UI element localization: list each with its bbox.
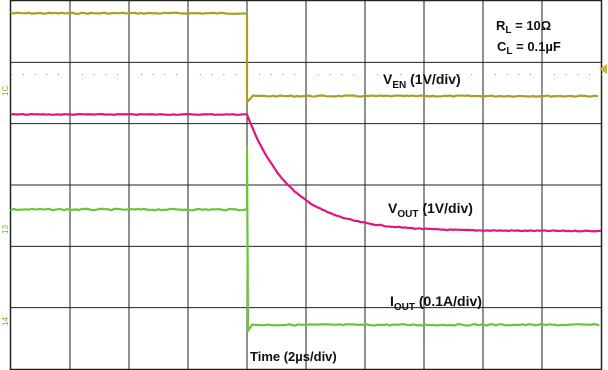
grid-minor-tick — [365, 74, 366, 76]
ven-trace — [9, 11, 599, 104]
grid-minor-tick — [22, 74, 24, 76]
ch3-marker: 13 — [1, 225, 10, 234]
trigger-level-icon — [599, 64, 607, 74]
cl-condition: CL = 0.1µF — [497, 39, 561, 57]
grid-minor-tick — [542, 74, 543, 76]
graticule — [11, 1, 602, 369]
ven-label: VEN (1V/div) — [383, 71, 461, 91]
grid-minor-tick — [176, 74, 178, 76]
grid-minor-tick — [589, 74, 591, 76]
ch4-marker: 14 — [1, 317, 10, 326]
grid-minor-tick — [11, 74, 12, 76]
grid-minor-tick — [459, 74, 461, 76]
grid-minor-tick — [447, 74, 449, 76]
grid-minor-tick — [152, 74, 154, 76]
grid-minor-tick — [235, 74, 237, 76]
grid-minor-tick — [199, 74, 201, 76]
grid-minor-tick — [223, 74, 225, 76]
grid-minor-tick — [601, 74, 602, 76]
grid-minor-tick — [494, 74, 496, 76]
iout-label: IOUT (0.1A/div) — [390, 293, 482, 313]
grid-minor-tick — [70, 74, 71, 76]
grid-minor-tick — [46, 74, 48, 76]
grid-minor-tick — [412, 74, 414, 76]
grid-minor-tick — [140, 74, 142, 76]
vout-label: VOUT (1V/div) — [388, 200, 473, 220]
grid-minor-tick — [294, 74, 296, 76]
grid-minor-tick — [435, 74, 437, 76]
grid-minor-tick — [129, 74, 130, 76]
grid-minor-tick — [530, 74, 532, 76]
grid-minor-tick — [306, 74, 307, 76]
grid-minor-tick — [577, 74, 579, 76]
grid-minor-tick — [329, 74, 331, 76]
grid-minor-tick — [282, 74, 284, 76]
ch1-marker: 1C — [1, 86, 10, 96]
grid-minor-tick — [565, 74, 567, 76]
rl-condition: RL = 10Ω — [496, 18, 551, 36]
grid-minor-tick — [270, 74, 272, 76]
grid-minor-tick — [58, 74, 60, 76]
grid-minor-tick — [388, 74, 390, 76]
grid-minor-tick — [164, 74, 166, 76]
grid-minor-tick — [34, 74, 36, 76]
grid-minor-tick — [105, 74, 107, 76]
grid-minor-tick — [483, 74, 484, 76]
grid-minor-tick — [188, 74, 189, 76]
grid-minor-tick — [93, 74, 95, 76]
grid-minor-tick — [117, 74, 119, 76]
grid-minor-tick — [400, 74, 402, 76]
grid-minor-tick — [317, 74, 319, 76]
iout-trace — [9, 147, 600, 332]
grid-minor-tick — [553, 74, 555, 76]
grid-minor-tick — [518, 74, 520, 76]
grid-minor-tick — [376, 74, 378, 76]
time-scale-label: Time (2µs/div) — [250, 349, 337, 364]
grid-minor-tick — [341, 74, 343, 76]
grid-minor-tick — [211, 74, 213, 76]
grid-minor-tick — [258, 74, 260, 76]
grid-minor-tick — [424, 74, 425, 76]
grid-minor-tick — [353, 74, 355, 76]
grid-minor-tick — [471, 74, 473, 76]
vout-trace — [9, 112, 602, 233]
grid-minor-tick — [81, 74, 83, 76]
grid-minor-tick — [506, 74, 508, 76]
